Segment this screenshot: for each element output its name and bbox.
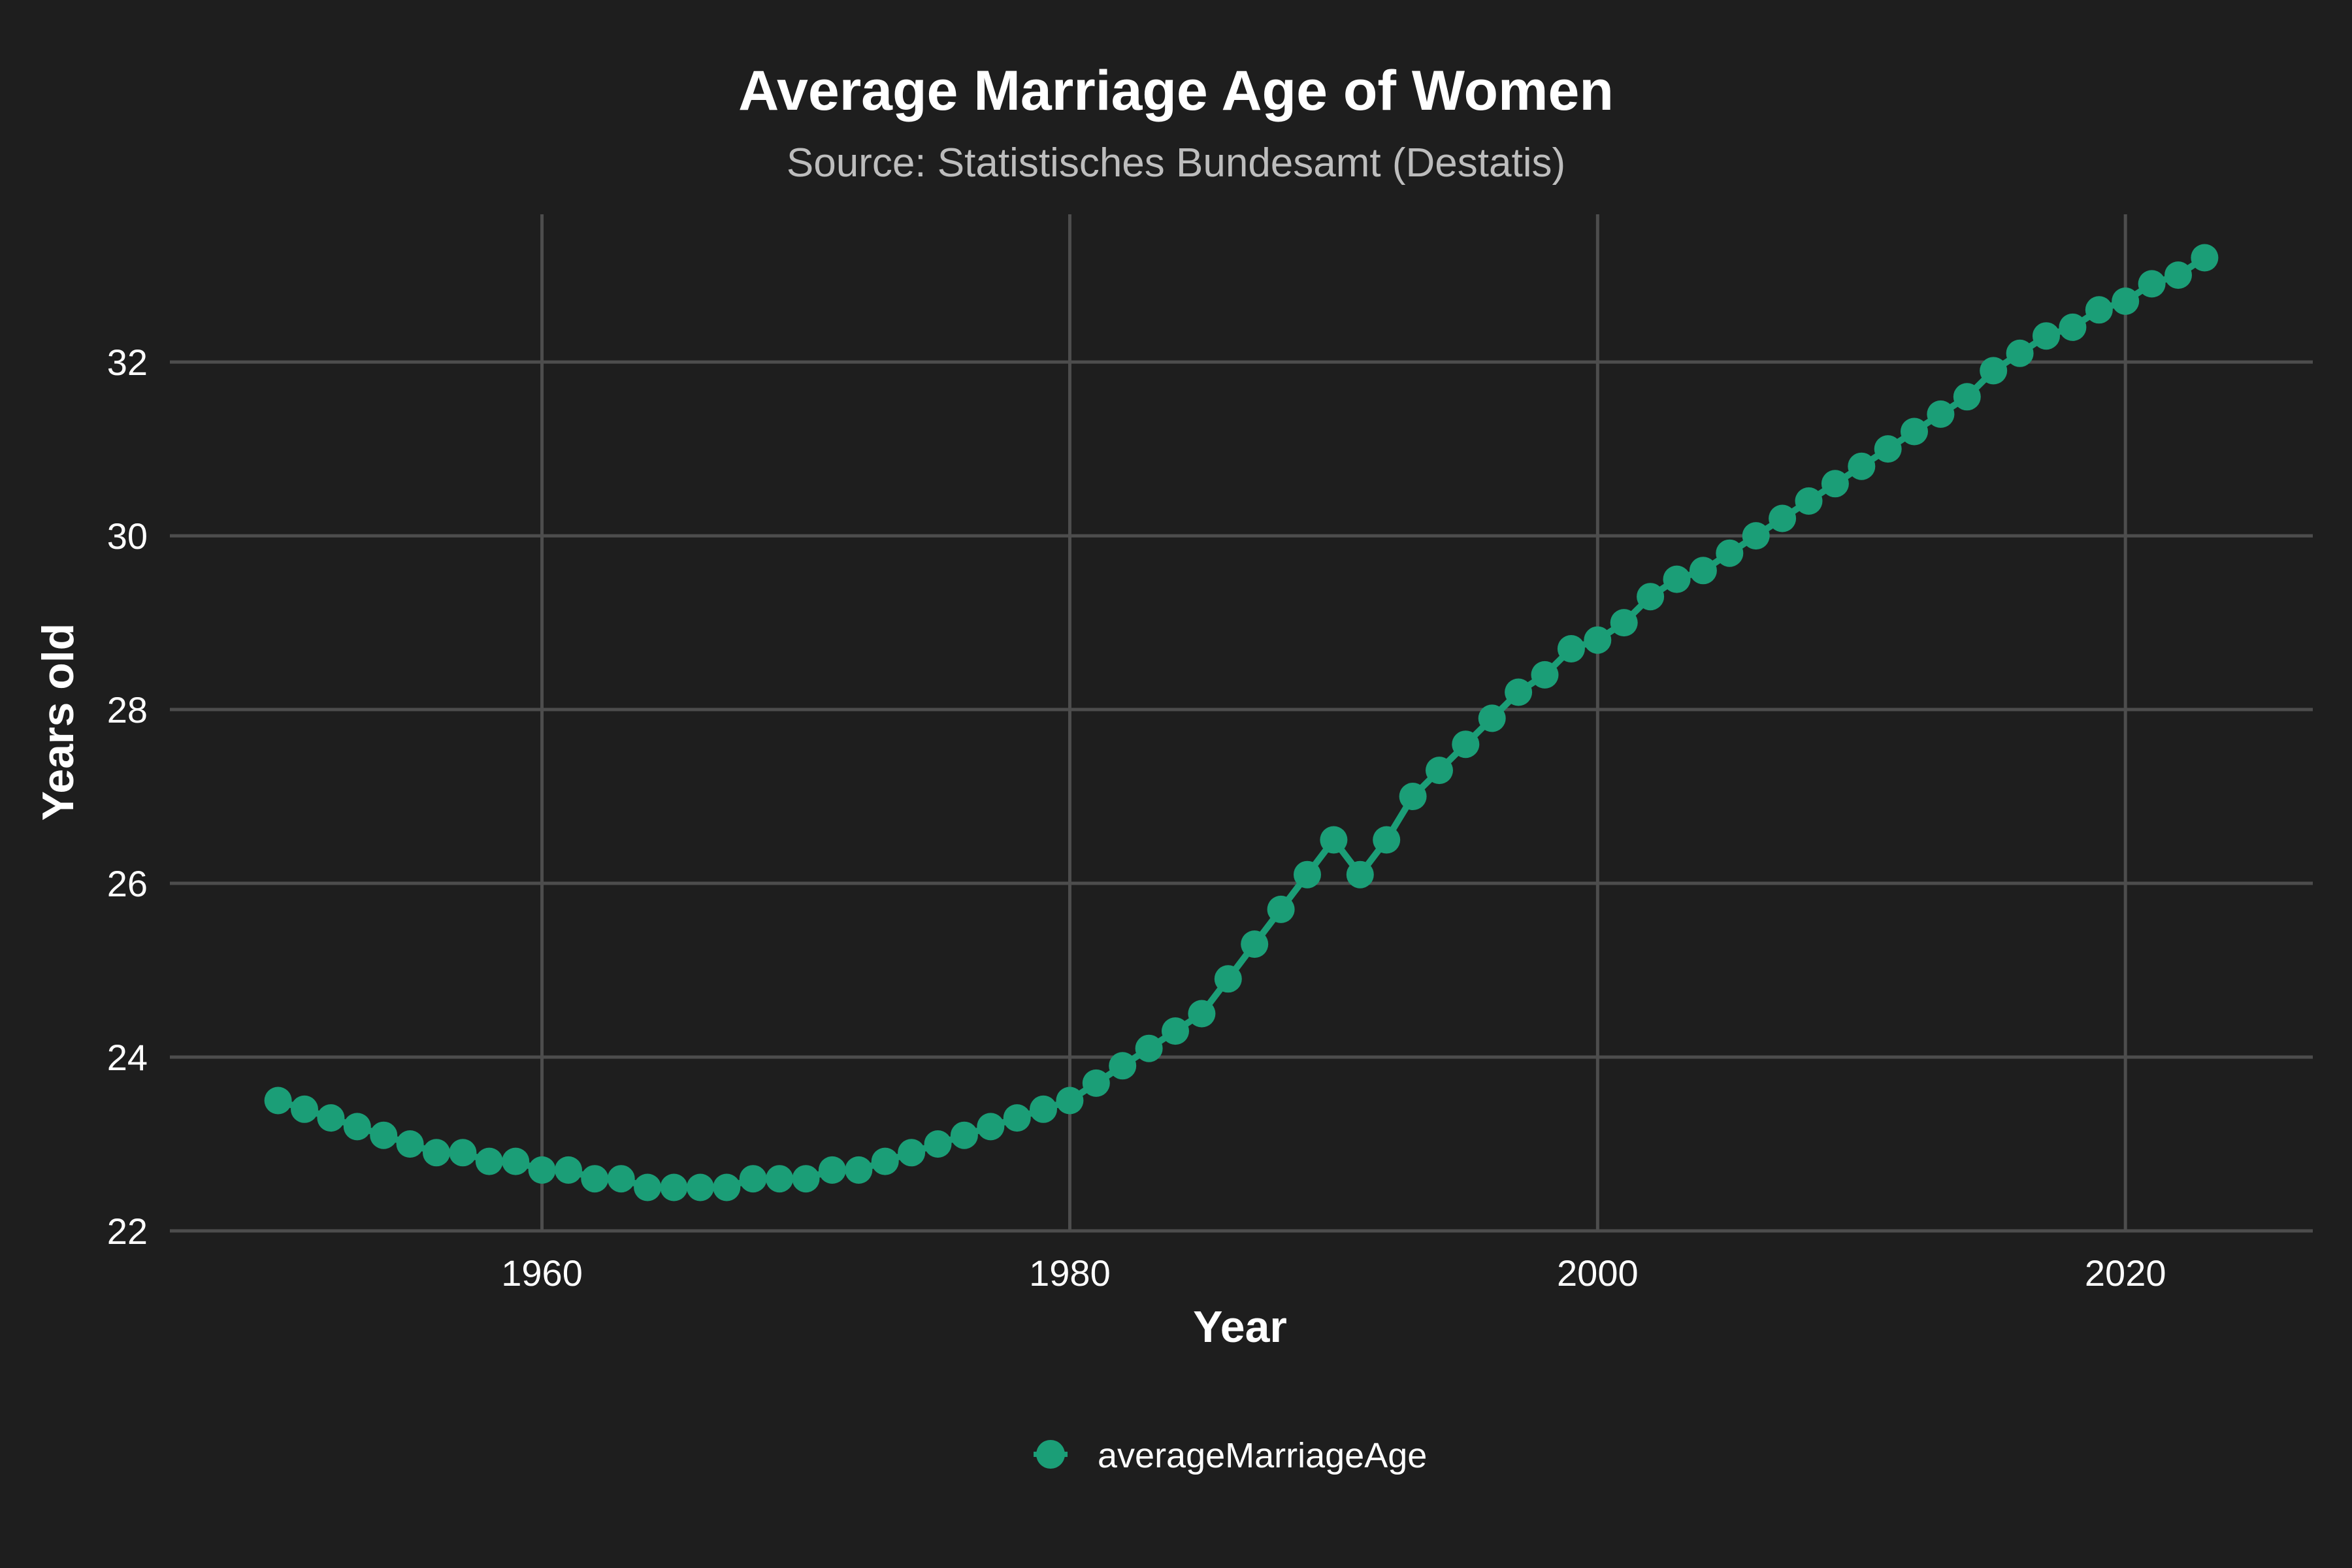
data-point [1294, 860, 1321, 889]
data-point [1373, 826, 1401, 854]
x-tick-label: 1980 [1029, 1252, 1111, 1294]
data-point [1689, 557, 1717, 585]
data-point [1082, 1069, 1110, 1097]
y-tick-label: 30 [107, 515, 148, 557]
data-point [1399, 783, 1427, 810]
data-point [1584, 626, 1612, 654]
data-point [1531, 661, 1559, 689]
data-point [1320, 826, 1348, 854]
data-point [1953, 383, 1981, 411]
data-point [1109, 1052, 1137, 1080]
data-point [1003, 1104, 1031, 1132]
x-axis-title: Year [1193, 1302, 1287, 1352]
data-point [1795, 487, 1823, 515]
data-point [792, 1165, 820, 1193]
y-tick-label: 26 [107, 863, 148, 904]
data-point [291, 1095, 318, 1123]
data-point [660, 1173, 688, 1201]
data-point [1769, 504, 1797, 532]
data-point [977, 1113, 1005, 1141]
data-point [1505, 678, 1533, 706]
data-point [1346, 860, 1374, 889]
data-point [370, 1121, 398, 1149]
grid-lines [170, 214, 2313, 1233]
data-point [818, 1156, 846, 1184]
series-layer [264, 244, 2219, 1201]
data-point [2112, 287, 2140, 315]
data-point [1637, 583, 1665, 611]
data-point [1214, 965, 1242, 993]
chart-subtitle: Source: Statistisches Bundesamt (Destati… [787, 140, 1565, 186]
chart-title: Average Marriage Age of Women [738, 59, 1614, 122]
y-tick-label: 28 [107, 689, 148, 730]
data-point [1742, 522, 1770, 550]
data-point [1663, 565, 1691, 593]
data-point [924, 1130, 952, 1158]
data-point [1874, 435, 1902, 463]
data-point [475, 1147, 503, 1175]
y-axis-ticks: 22 24 26 28 30 32 [107, 342, 148, 1252]
data-point [1478, 704, 1506, 732]
data-point [1241, 930, 1269, 958]
y-tick-label: 22 [107, 1211, 148, 1252]
x-axis-ticks: 1960 1980 2000 2020 [501, 1252, 2166, 1294]
data-point [739, 1165, 767, 1193]
data-point [555, 1156, 582, 1184]
data-point [845, 1156, 873, 1184]
data-point [1162, 1017, 1189, 1045]
data-point [1901, 417, 1928, 446]
data-point [950, 1121, 978, 1149]
data-point [1716, 539, 1744, 567]
data-point [1267, 895, 1295, 923]
data-point [634, 1173, 662, 1201]
y-tick-label: 24 [107, 1037, 148, 1078]
data-point [343, 1113, 371, 1141]
data-point [686, 1173, 714, 1201]
data-point [528, 1156, 556, 1184]
data-point [713, 1173, 741, 1201]
series-line [277, 255, 2207, 1191]
x-tick-label: 1960 [501, 1252, 583, 1294]
data-point [1821, 470, 1849, 498]
data-point [317, 1104, 345, 1132]
data-point [1426, 757, 1453, 785]
data-point [1980, 357, 2008, 385]
data-point [2191, 244, 2219, 272]
data-point [423, 1139, 450, 1167]
data-point [2033, 322, 2060, 350]
data-point [502, 1147, 530, 1175]
legend: averageMarriageAge [1034, 1436, 1427, 1475]
data-point [898, 1139, 926, 1167]
data-point [1056, 1086, 1084, 1115]
data-point [1188, 1000, 1216, 1028]
data-point [2085, 296, 2113, 324]
data-point [766, 1165, 794, 1193]
data-point [2006, 339, 2034, 367]
x-tick-label: 2020 [2085, 1252, 2166, 1294]
data-point [1927, 400, 1955, 428]
data-point [871, 1147, 899, 1175]
data-point [2059, 313, 2087, 341]
data-point [2164, 261, 2192, 289]
data-point [449, 1139, 477, 1167]
data-point [1452, 730, 1480, 759]
data-point [1135, 1034, 1163, 1062]
data-point [1557, 635, 1585, 662]
data-point [1848, 452, 1876, 480]
y-axis-title: Years old [33, 623, 83, 821]
data-point [581, 1165, 609, 1193]
data-point [1030, 1095, 1057, 1123]
y-tick-label: 32 [107, 342, 148, 383]
data-point [396, 1130, 424, 1158]
data-point [2138, 270, 2166, 298]
data-point [1610, 609, 1638, 637]
x-tick-label: 2000 [1557, 1252, 1639, 1294]
data-point [607, 1165, 635, 1193]
legend-label: averageMarriageAge [1098, 1436, 1427, 1475]
legend-point-swatch [1036, 1440, 1065, 1469]
data-point [264, 1086, 292, 1115]
